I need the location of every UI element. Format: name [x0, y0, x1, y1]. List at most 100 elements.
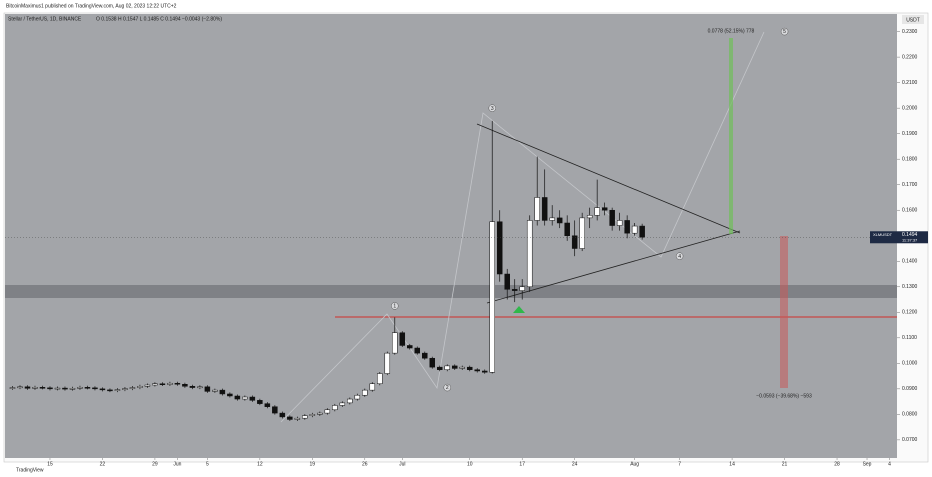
x-tick-label: Jun — [173, 461, 181, 467]
candle-body — [107, 389, 113, 392]
candle-body — [197, 386, 203, 389]
y-tick-label: 0.0700 — [902, 437, 918, 443]
price-tag-countdown: 11:37:37 — [902, 237, 918, 242]
candle-body — [92, 387, 98, 390]
candle-body — [182, 384, 188, 387]
x-tick-label: Jul — [399, 461, 405, 467]
candle-body — [534, 197, 540, 221]
triangle-upper — [476, 123, 741, 234]
wave-marker — [488, 104, 496, 112]
y-tick-label: 0.1700 — [902, 182, 918, 188]
breakout-arrow — [513, 306, 525, 313]
x-tick-label: 7 — [678, 461, 681, 467]
y-tick-label: 0.1800 — [902, 157, 918, 163]
x-tick-label: 4 — [888, 461, 891, 467]
candle-body — [227, 393, 233, 397]
candle-body — [212, 389, 218, 392]
candle-body — [272, 406, 278, 414]
x-tick-label: 28 — [834, 461, 840, 467]
ohlc-legend: O 0.1538 H 0.1547 L 0.1485 C 0.1494 −0.0… — [96, 16, 222, 22]
price-tag-box — [870, 231, 928, 244]
candle-body — [77, 387, 83, 389]
price-tag-symbol: XLMUSDT — [873, 232, 893, 237]
candle-body — [556, 217, 563, 224]
candle-body — [511, 289, 518, 291]
x-tick-label: 19 — [310, 461, 316, 467]
candle-body — [62, 387, 68, 390]
candle-body — [54, 387, 61, 390]
candle-body — [579, 217, 585, 249]
candle-body — [519, 286, 525, 291]
y-tick-label: 0.1400 — [902, 259, 918, 265]
candle-body — [69, 388, 76, 390]
target-down-bar — [780, 236, 788, 388]
wave-marker — [675, 252, 684, 260]
candle-body — [392, 332, 398, 354]
candle-body — [84, 387, 91, 389]
candle-body — [451, 365, 458, 369]
candle-body — [332, 405, 338, 411]
candle-body — [594, 207, 600, 216]
x-tick-label: 14 — [729, 461, 735, 467]
triangle-lower — [486, 230, 741, 304]
candle-body — [496, 221, 503, 275]
candle-body — [474, 369, 480, 372]
x-tick-label: 22 — [100, 461, 106, 467]
wave-label: 4 — [678, 254, 681, 260]
y-tick-label: 0.1300 — [902, 284, 918, 290]
candles — [9, 120, 645, 421]
candle-body — [99, 388, 106, 391]
candle-body — [167, 382, 173, 385]
candle-body — [39, 387, 46, 389]
candle-body — [24, 386, 31, 389]
candle-body — [414, 347, 421, 354]
y-tick-label: 0.1000 — [902, 361, 918, 367]
candle-body — [279, 412, 286, 418]
y-tick-label: 0.0800 — [902, 412, 918, 418]
wave-label: 1 — [393, 304, 396, 310]
x-tick-label: 24 — [572, 461, 578, 467]
candle-body — [549, 217, 555, 221]
wave-marker — [443, 383, 452, 392]
target-up-label: 0.0778 (52.15%) 778 — [708, 28, 755, 34]
candle-body — [47, 387, 53, 390]
candle-body — [317, 412, 323, 415]
candle-body — [354, 394, 361, 400]
candle-body — [407, 345, 413, 349]
candle-body — [339, 402, 346, 406]
x-tick-label: 26 — [362, 461, 368, 467]
candle-body — [347, 398, 353, 404]
candle-body — [264, 403, 271, 407]
candle-body — [384, 352, 391, 374]
candle-body — [122, 388, 128, 390]
candle-body — [294, 417, 301, 420]
x-tick-label: Sep — [863, 461, 872, 467]
candle-body — [377, 373, 383, 384]
candle-body — [399, 332, 406, 346]
candle-body — [9, 387, 16, 389]
candle-body — [609, 209, 615, 226]
candle-body — [616, 220, 623, 226]
wave-path — [280, 31, 765, 423]
candle-body — [137, 386, 143, 388]
candle-body — [17, 386, 23, 389]
candle-body — [631, 225, 638, 234]
plot-area — [5, 14, 897, 458]
candle-body — [459, 366, 465, 369]
candle-body — [204, 386, 211, 392]
candle-body — [437, 366, 443, 370]
candle-body — [481, 370, 488, 373]
wave-label: 5 — [783, 29, 786, 35]
y-tick-label: 0.1900 — [902, 131, 918, 137]
x-tick-label: 5 — [206, 461, 209, 467]
y-tick-label: 0.2100 — [902, 80, 918, 86]
candle-body — [639, 225, 645, 238]
y-tick-label: 0.1100 — [902, 335, 917, 341]
candle-body — [624, 220, 630, 234]
y-tick-label: 0.0900 — [902, 386, 918, 392]
candle-body — [362, 389, 368, 396]
wave-marker — [391, 302, 399, 310]
candle-body — [504, 273, 510, 290]
